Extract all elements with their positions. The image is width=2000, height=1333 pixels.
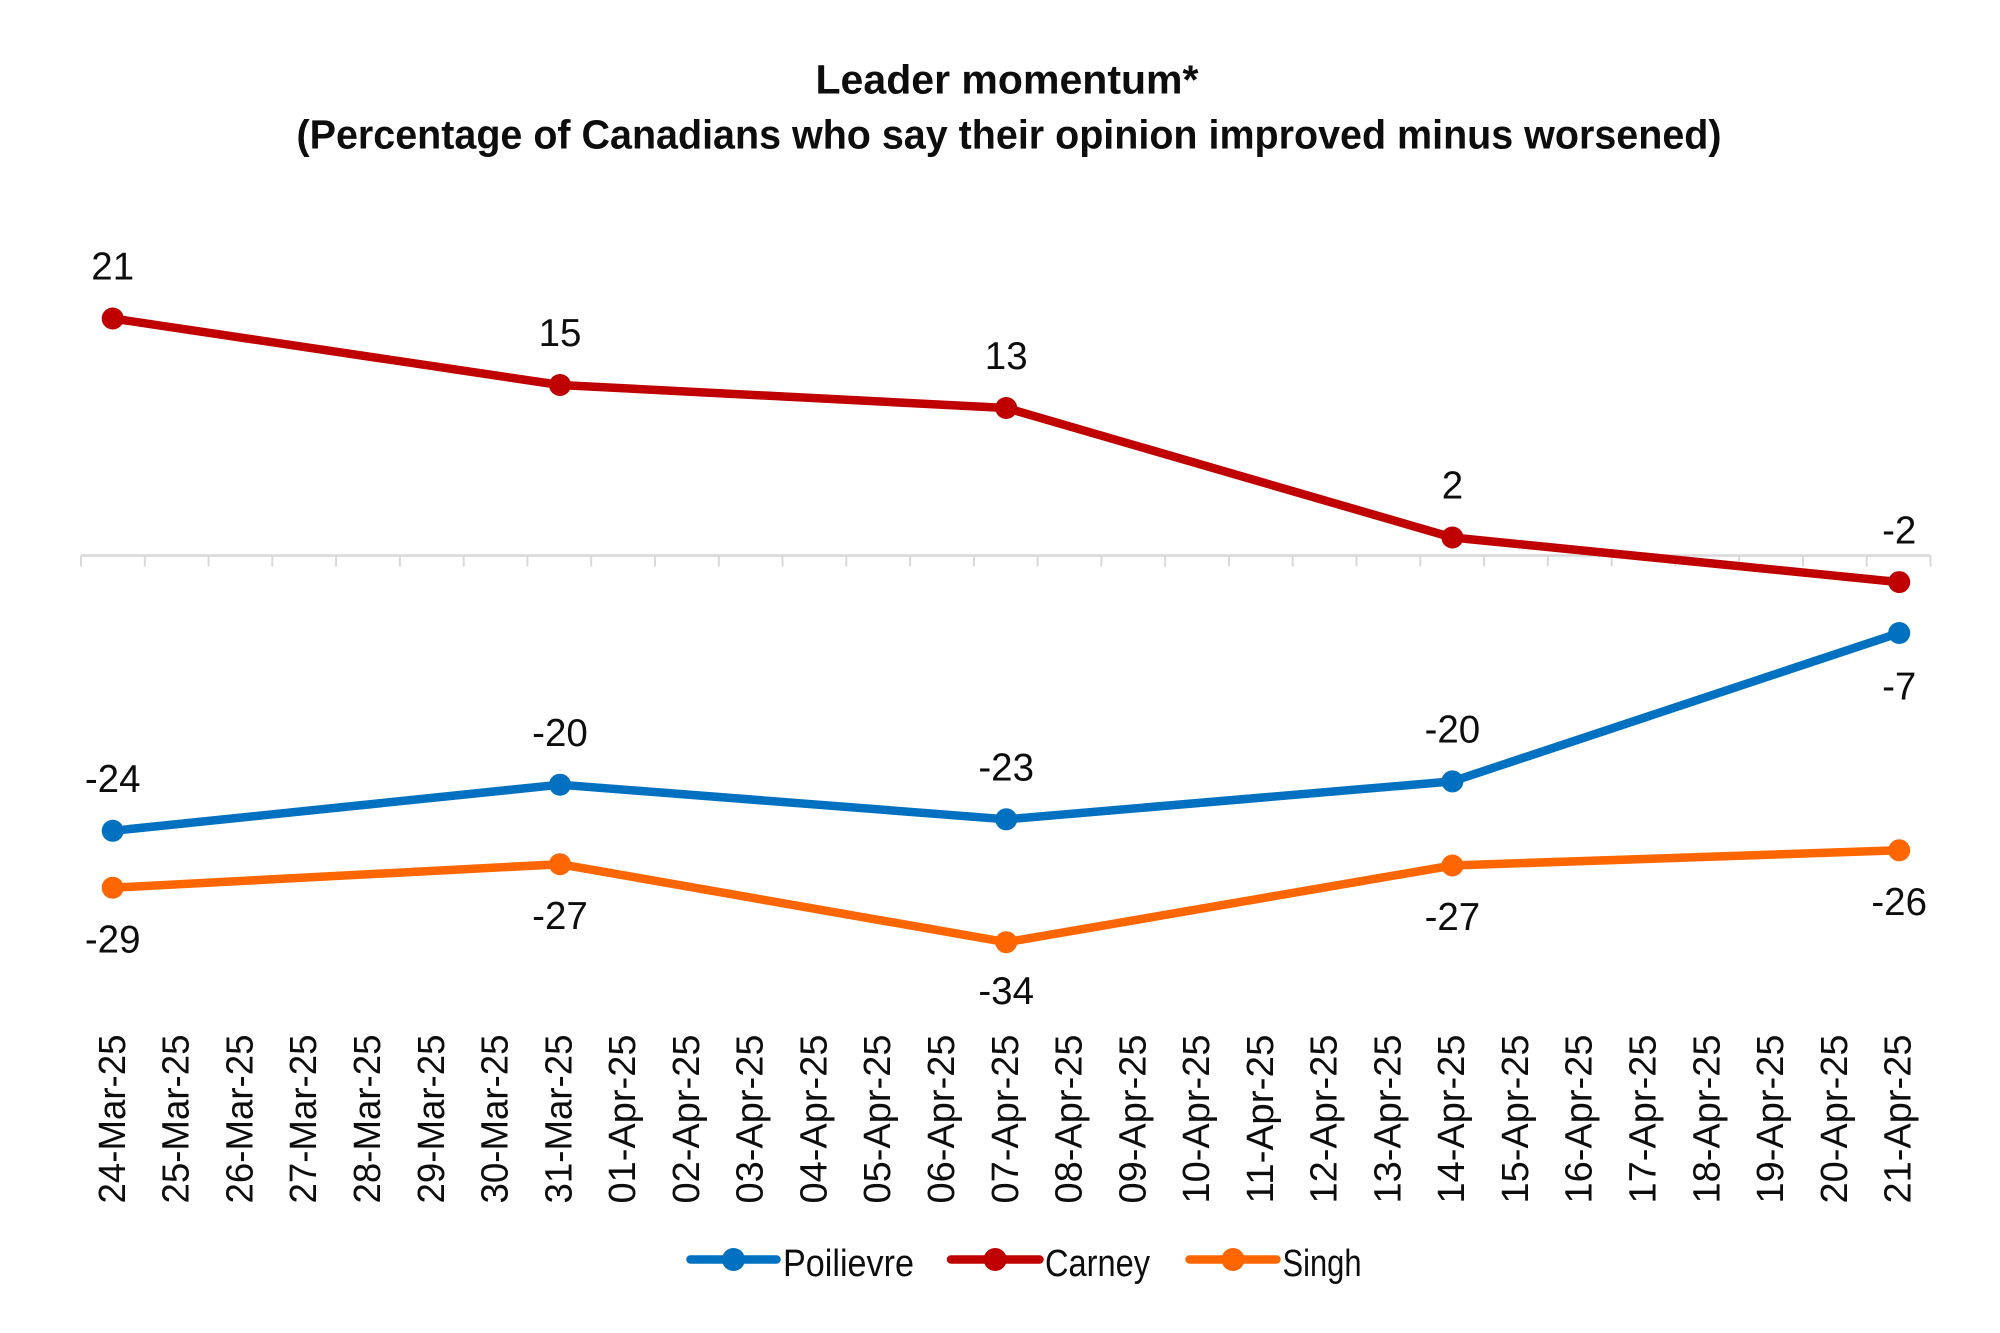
svg-text:26-Mar-25: 26-Mar-25 xyxy=(219,1035,261,1204)
svg-text:Singh: Singh xyxy=(1283,1243,1362,1285)
svg-text:10-Apr-25: 10-Apr-25 xyxy=(1176,1035,1218,1204)
svg-text:07-Apr-25: 07-Apr-25 xyxy=(985,1035,1027,1204)
svg-text:25-Mar-25: 25-Mar-25 xyxy=(156,1035,198,1204)
svg-text:Carney: Carney xyxy=(1045,1243,1150,1285)
svg-text:24-Mar-25: 24-Mar-25 xyxy=(92,1035,134,1204)
svg-text:-7: -7 xyxy=(1882,666,1916,709)
svg-text:01-Apr-25: 01-Apr-25 xyxy=(602,1035,644,1204)
svg-text:2: 2 xyxy=(1442,465,1463,508)
svg-text:29-Mar-25: 29-Mar-25 xyxy=(411,1035,453,1204)
svg-text:15-Apr-25: 15-Apr-25 xyxy=(1495,1035,1537,1204)
svg-text:-20: -20 xyxy=(532,712,588,755)
svg-text:(Percentage of Canadians who s: (Percentage of Canadians who say their o… xyxy=(297,112,1722,158)
svg-text:08-Apr-25: 08-Apr-25 xyxy=(1049,1035,1091,1204)
svg-text:21-Apr-25: 21-Apr-25 xyxy=(1878,1035,1920,1204)
svg-text:16-Apr-25: 16-Apr-25 xyxy=(1559,1035,1601,1204)
svg-text:-23: -23 xyxy=(978,747,1034,790)
svg-text:21: 21 xyxy=(91,246,134,289)
svg-text:-2: -2 xyxy=(1882,509,1916,552)
svg-text:-24: -24 xyxy=(85,758,141,801)
svg-text:18-Apr-25: 18-Apr-25 xyxy=(1686,1035,1728,1204)
svg-text:-20: -20 xyxy=(1425,709,1481,752)
svg-text:04-Apr-25: 04-Apr-25 xyxy=(793,1035,835,1204)
svg-text:11-Apr-25: 11-Apr-25 xyxy=(1240,1035,1282,1204)
svg-text:15: 15 xyxy=(539,312,582,355)
svg-text:30-Mar-25: 30-Mar-25 xyxy=(475,1035,517,1204)
svg-text:27-Mar-25: 27-Mar-25 xyxy=(283,1035,325,1204)
svg-text:13-Apr-25: 13-Apr-25 xyxy=(1367,1035,1409,1204)
svg-text:-26: -26 xyxy=(1871,881,1927,924)
svg-text:13: 13 xyxy=(985,335,1028,378)
svg-text:-27: -27 xyxy=(532,895,588,938)
svg-text:02-Apr-25: 02-Apr-25 xyxy=(666,1035,708,1204)
svg-text:Poilievre: Poilievre xyxy=(783,1243,914,1285)
svg-text:28-Mar-25: 28-Mar-25 xyxy=(347,1035,389,1204)
svg-text:06-Apr-25: 06-Apr-25 xyxy=(921,1035,963,1204)
svg-text:12-Apr-25: 12-Apr-25 xyxy=(1304,1035,1346,1204)
svg-text:09-Apr-25: 09-Apr-25 xyxy=(1112,1035,1154,1204)
svg-text:31-Mar-25: 31-Mar-25 xyxy=(538,1035,580,1204)
svg-text:05-Apr-25: 05-Apr-25 xyxy=(857,1035,899,1204)
svg-text:17-Apr-25: 17-Apr-25 xyxy=(1623,1035,1665,1204)
svg-text:-29: -29 xyxy=(85,918,141,961)
svg-text:03-Apr-25: 03-Apr-25 xyxy=(730,1035,772,1204)
svg-text:-27: -27 xyxy=(1425,896,1481,939)
svg-text:Leader momentum*: Leader momentum* xyxy=(816,57,1199,103)
svg-text:19-Apr-25: 19-Apr-25 xyxy=(1750,1035,1792,1204)
svg-text:20-Apr-25: 20-Apr-25 xyxy=(1814,1035,1856,1204)
svg-text:14-Apr-25: 14-Apr-25 xyxy=(1431,1035,1473,1204)
svg-text:-34: -34 xyxy=(978,970,1034,1013)
